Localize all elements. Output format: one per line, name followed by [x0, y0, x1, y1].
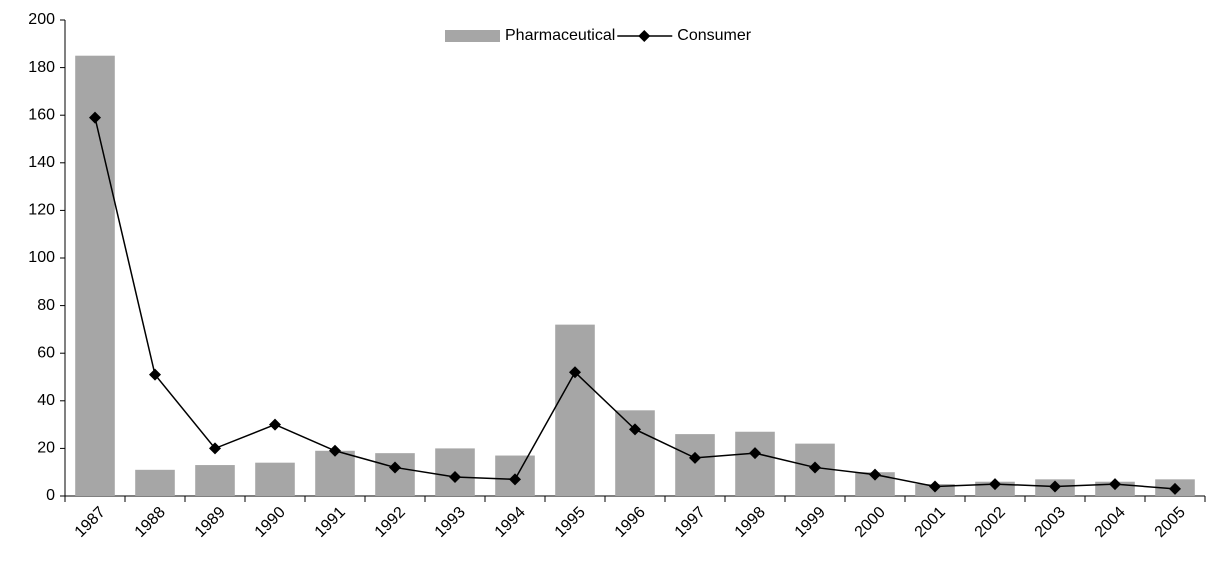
bar: [315, 450, 355, 496]
x-tick-label: 1992: [372, 504, 409, 541]
marker: [329, 444, 341, 457]
x-tick-label: 1990: [252, 504, 289, 541]
marker: [209, 442, 221, 455]
bar: [135, 469, 175, 496]
x-tick-label: 1996: [612, 504, 649, 541]
bar: [735, 431, 775, 496]
marker: [269, 418, 281, 431]
legend-label: Consumer: [677, 27, 751, 44]
x-tick-label: 1987: [72, 504, 109, 541]
legend-marker: [638, 30, 651, 42]
x-tick-label: 1993: [432, 504, 469, 541]
x-tick-label: 1995: [552, 504, 589, 541]
x-tick-label: 1991: [312, 504, 349, 541]
bar: [195, 465, 235, 496]
x-tick-label: 1988: [132, 504, 169, 541]
x-tick-label: 2001: [912, 504, 949, 541]
x-tick-label: 2005: [1152, 504, 1189, 541]
y-tick-label: 40: [37, 392, 55, 409]
y-tick-label: 180: [28, 59, 55, 76]
marker: [1109, 478, 1121, 491]
marker: [89, 111, 101, 124]
legend-label: Pharmaceutical: [505, 27, 615, 44]
y-tick-label: 140: [28, 154, 55, 171]
x-tick-label: 1989: [192, 504, 229, 541]
legend-swatch: [445, 30, 500, 42]
y-tick-label: 60: [37, 344, 55, 361]
y-tick-label: 160: [28, 106, 55, 123]
x-tick-label: 1998: [732, 504, 769, 541]
marker: [809, 461, 821, 474]
x-tick-label: 1999: [792, 504, 829, 541]
bar: [855, 472, 895, 496]
marker: [1049, 480, 1061, 493]
x-tick-label: 1997: [672, 504, 709, 541]
x-tick-label: 2000: [852, 504, 889, 541]
y-tick-label: 0: [46, 487, 55, 504]
marker: [749, 447, 761, 460]
marker: [509, 473, 521, 486]
marker: [389, 461, 401, 474]
bar: [675, 434, 715, 496]
marker: [629, 423, 641, 436]
y-tick-label: 200: [28, 11, 55, 28]
y-tick-label: 120: [28, 202, 55, 219]
x-tick-label: 1994: [492, 504, 529, 541]
bar: [375, 453, 415, 496]
bar: [615, 410, 655, 496]
marker: [1169, 482, 1181, 495]
bar: [75, 55, 115, 496]
x-tick-label: 2002: [972, 504, 1009, 541]
marker: [929, 480, 941, 493]
y-tick-label: 100: [28, 249, 55, 266]
marker: [689, 451, 701, 464]
marker: [989, 478, 1001, 491]
marker: [449, 470, 461, 483]
bar: [255, 462, 295, 496]
y-tick-label: 20: [37, 440, 55, 457]
y-tick-label: 80: [37, 297, 55, 314]
marker: [149, 368, 161, 381]
marker: [869, 468, 881, 481]
x-tick-label: 2003: [1032, 504, 1069, 541]
bar: [555, 324, 595, 496]
marker: [569, 366, 581, 379]
x-tick-label: 2004: [1092, 504, 1129, 541]
